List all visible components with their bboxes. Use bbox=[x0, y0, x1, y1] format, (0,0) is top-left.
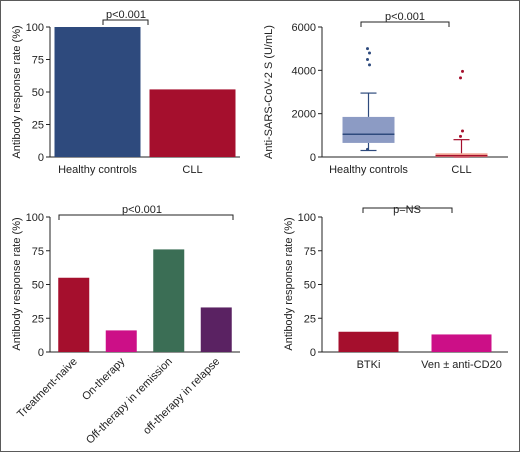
panel-c-bar bbox=[153, 249, 185, 352]
panel-d-significance-bracket bbox=[362, 207, 453, 213]
panel-a-significance: p<0.001 bbox=[106, 9, 146, 21]
panel-c-ytick-label: 50 bbox=[32, 280, 44, 292]
panel-a-ytick-label: 0 bbox=[38, 152, 44, 164]
panel-c-ytick-label: 100 bbox=[26, 212, 44, 224]
panel-b-outlier-point bbox=[366, 147, 369, 151]
panel-b-ytick-label: 2000 bbox=[292, 109, 316, 121]
panel-b-outlier-point bbox=[461, 129, 464, 133]
panel-c-significance: p<0.001 bbox=[122, 204, 162, 216]
panel-b-outlier-point bbox=[461, 69, 464, 73]
panel-d-ytick-label: 0 bbox=[310, 347, 316, 359]
panel-d-ylabel: Antibody response rate (%) bbox=[283, 217, 295, 350]
panel-a-ytick-label: 50 bbox=[32, 87, 44, 99]
panel-d-ytick-label: 100 bbox=[298, 212, 316, 224]
panel-a-ylabel: Antibody response rate (%) bbox=[11, 25, 23, 158]
panel-a-category-label: CLL bbox=[182, 164, 202, 176]
panel-b-outlier-point bbox=[366, 47, 369, 51]
panel-d-ytick-label: 50 bbox=[304, 280, 316, 292]
panel-b-category-label: CLL bbox=[451, 164, 471, 176]
panel-a-ytick-label: 25 bbox=[32, 120, 44, 132]
panel-a-bar bbox=[149, 89, 236, 157]
panel-d-significance: p=NS bbox=[393, 204, 421, 216]
panel-b-ytick-label: 6000 bbox=[292, 22, 316, 34]
panel-a-bar bbox=[54, 27, 141, 157]
panel-d-ytick-label: 25 bbox=[304, 313, 316, 325]
panel-b-ytick-label: 0 bbox=[310, 152, 316, 164]
panel-c-bar bbox=[105, 330, 137, 352]
panel-b-outlier-point bbox=[459, 76, 462, 80]
panel-a-ytick-label: 100 bbox=[26, 22, 44, 34]
panel-c-ytick-label: 0 bbox=[38, 347, 44, 359]
panel-b-box bbox=[342, 116, 395, 143]
panel-d-bar bbox=[431, 334, 492, 352]
panel-b-outlier-point bbox=[368, 51, 371, 55]
panel-c-category-label: On-therapy bbox=[80, 355, 128, 403]
panel-b-ytick-label: 4000 bbox=[292, 65, 316, 77]
panel-a-category-label: Healthy controls bbox=[58, 164, 137, 176]
panel-b-significance: p<0.001 bbox=[385, 11, 425, 23]
panel-b-significance-bracket bbox=[360, 21, 450, 27]
panel-d-bar bbox=[338, 331, 399, 352]
panel-c-bar bbox=[200, 307, 232, 352]
panel-c-ytick-label: 25 bbox=[32, 313, 44, 325]
panel-b-outlier-point bbox=[366, 58, 369, 61]
panel-b-outlier-point bbox=[368, 63, 371, 67]
panel-c-category-label: Treatment-naive bbox=[15, 356, 80, 421]
panel-c-bar bbox=[58, 277, 90, 352]
panel-d-category-label: BTKi bbox=[357, 359, 381, 371]
panel-c-significance-bracket bbox=[58, 214, 234, 220]
panel-b-ylabel: Anti-SARS-CoV-2 S (U/mL) bbox=[263, 25, 275, 159]
panel-c-category-label: Off-therapy in remission bbox=[84, 356, 175, 447]
panel-b-outlier-point bbox=[459, 134, 462, 138]
panel-c-ylabel: Antibody response rate (%) bbox=[11, 217, 23, 350]
panel-c-ytick-label: 75 bbox=[32, 246, 44, 258]
panel-d-ytick-label: 75 bbox=[304, 246, 316, 258]
panel-a-significance-bracket bbox=[102, 19, 149, 25]
panel-b-category-label: Healthy controls bbox=[329, 164, 408, 176]
panel-d-category-label: Ven ± anti-CD20 bbox=[421, 359, 502, 371]
panel-a-ytick-label: 75 bbox=[32, 55, 44, 67]
